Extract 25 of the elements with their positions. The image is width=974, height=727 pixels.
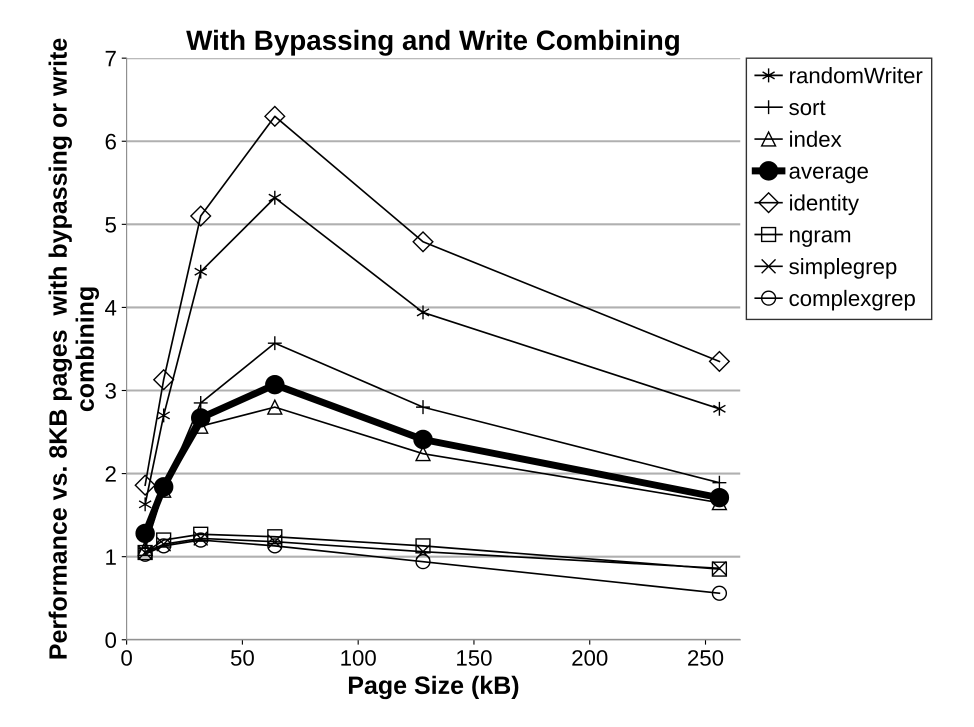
y-tick-label: 7 [106, 50, 116, 66]
legend-label: index [790, 130, 842, 148]
y-tick-label: 3 [105, 383, 116, 399]
x-tick-label: 100 [341, 650, 376, 666]
x-tick-label: 250 [688, 650, 724, 666]
legend-label: complexgrep [790, 290, 915, 311]
legend-label: sort [789, 100, 826, 116]
legend-label: average [790, 166, 868, 184]
y-tick-label: 1 [106, 549, 116, 565]
y-tick-label: 4 [105, 300, 116, 316]
legend-label: identity [790, 194, 859, 216]
x-tick-label: 50 [230, 650, 254, 666]
y-tick-label: 2 [106, 466, 116, 482]
x-axis-title: Page Size (kB) [348, 676, 518, 700]
legend-label: simplegrep [789, 258, 896, 279]
y-tick-label: 0 [105, 632, 116, 648]
legend-label: randomWriter [790, 67, 922, 84]
x-tick-label: 200 [572, 650, 608, 666]
y-axis-title: Performance vs. 8KB pages with bypassing or write combining [48, 38, 99, 658]
x-tick-label: 0 [121, 650, 132, 666]
y-tick-label: 6 [106, 134, 116, 150]
legend-label: ngram [790, 230, 850, 247]
chart-title: With Bypassing and Write Combining [186, 30, 679, 56]
y-tick-label: 5 [105, 217, 116, 233]
x-tick-label: 150 [457, 650, 492, 666]
